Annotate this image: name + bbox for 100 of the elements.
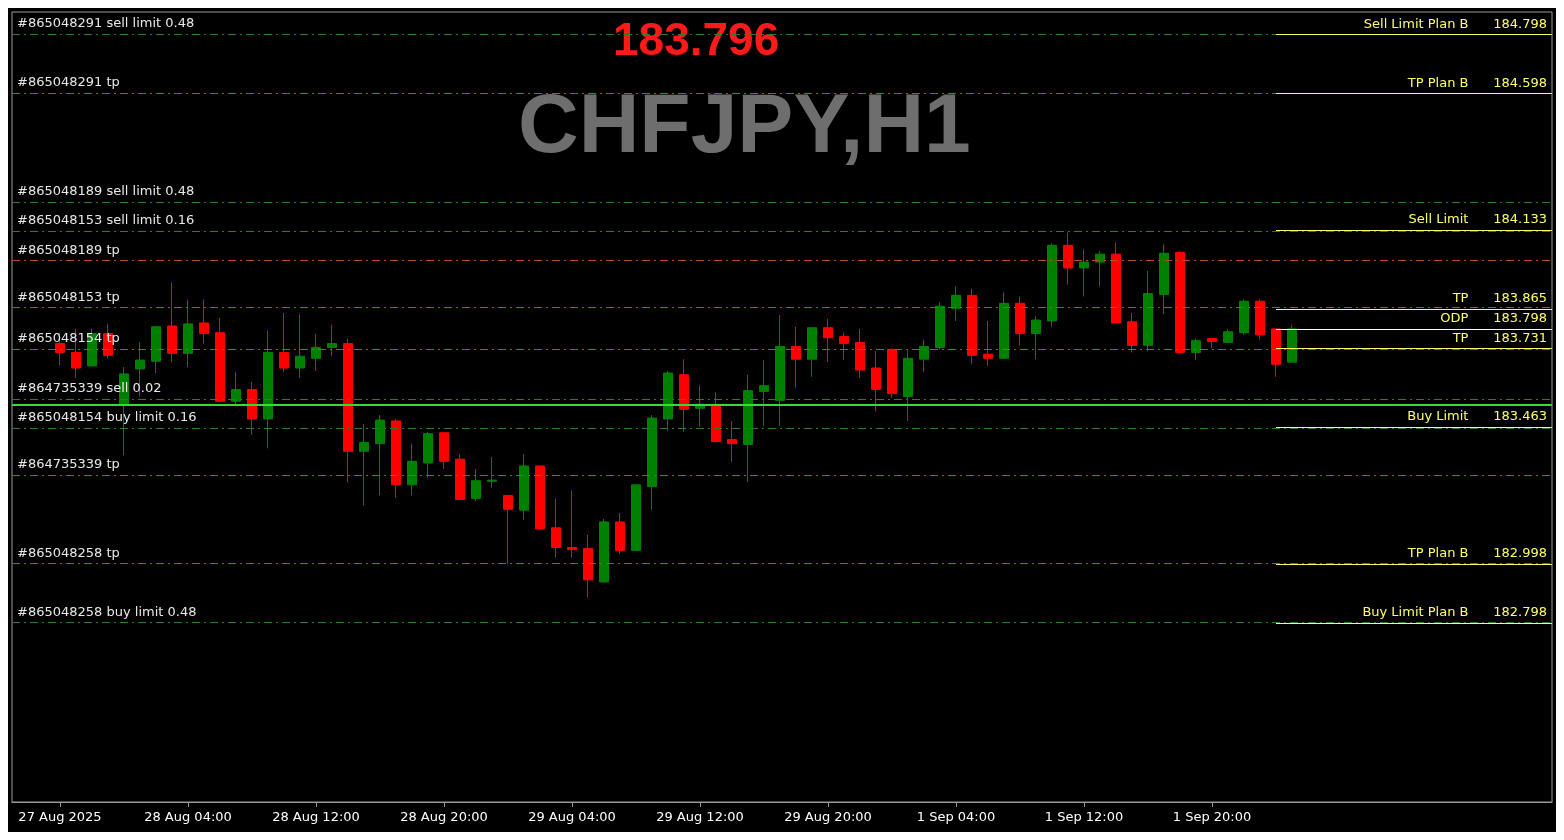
candlestick [327, 324, 337, 357]
candlestick [231, 371, 241, 407]
candlestick [615, 512, 625, 555]
candlestick [1255, 298, 1265, 340]
ref-line-label: Buy Limit Plan B 182.798 [1362, 604, 1547, 620]
candlestick [1239, 298, 1249, 336]
ref-line-label: #865048153 tp [17, 288, 120, 304]
candlestick [535, 465, 545, 531]
candlestick [311, 333, 321, 372]
candlestick [647, 414, 657, 511]
candlestick [1159, 243, 1169, 315]
candlestick [1207, 338, 1217, 349]
candlestick [519, 453, 529, 521]
candlestick [919, 338, 929, 373]
candlestick [1111, 241, 1121, 324]
ref-line-label: #865048291 sell limit 0.48 [17, 15, 195, 31]
candlestick [551, 497, 561, 558]
x-tick-label: 1 Sep 04:00 [916, 809, 996, 824]
candlestick [1143, 270, 1153, 352]
candlestick [1175, 250, 1185, 354]
ref-line-label: #865048189 tp [17, 241, 120, 257]
candlestick [439, 431, 449, 470]
candlestick [1063, 232, 1073, 286]
x-tick-label: 29 Aug 12:00 [656, 809, 744, 824]
candlestick [1015, 296, 1025, 346]
candlestick [775, 314, 785, 427]
candlestick [791, 326, 801, 389]
candlestick [391, 418, 401, 498]
candlestick [743, 374, 753, 483]
ref-line-label: Sell Limit Plan B 184.798 [1363, 15, 1547, 31]
x-tick-label: 28 Aug 04:00 [144, 809, 232, 824]
candlestick [967, 288, 977, 365]
ref-line-label: Sell Limit 184.133 [1408, 211, 1547, 227]
ref-line-label: TP 183.865 [1451, 290, 1547, 306]
ref-line-label: #865048154 buy limit 0.16 [17, 409, 197, 425]
ref-line-label: Buy Limit 183.463 [1407, 408, 1547, 424]
ref-line-label: #865048258 tp [17, 544, 120, 560]
candlestick [503, 494, 513, 565]
candlestick [887, 347, 897, 398]
candlestick [455, 453, 465, 501]
candlestick [151, 325, 161, 374]
ref-line-label: ODP 183.798 [1440, 309, 1547, 325]
candlestick [295, 313, 305, 379]
ref-line-label: #865048258 buy limit 0.48 [17, 603, 197, 619]
candlestick [823, 318, 833, 363]
candlestick [199, 298, 209, 345]
x-tick-label: 28 Aug 20:00 [400, 809, 488, 824]
candlestick [423, 431, 433, 479]
candlestick [407, 443, 417, 496]
candlestick [263, 330, 273, 449]
candlestick [1191, 338, 1201, 361]
candlestick [983, 320, 993, 367]
x-tick-label: 1 Sep 12:00 [1044, 809, 1124, 824]
candlestick [1095, 250, 1105, 288]
x-tick-label: 1 Sep 20:00 [1172, 809, 1252, 824]
candlestick [855, 328, 865, 379]
candlestick [1223, 328, 1233, 343]
candlestick [471, 468, 481, 502]
candlestick [583, 534, 593, 599]
candlestick [1047, 243, 1057, 328]
ref-line-label: #865048153 sell limit 0.16 [17, 212, 195, 228]
candlestick [279, 312, 289, 373]
candlestick [871, 350, 881, 412]
x-tick-label: 29 Aug 20:00 [784, 809, 872, 824]
ref-line-label: #864735339 sell 0.02 [17, 379, 162, 395]
candlestick [1127, 312, 1137, 353]
annotation: 183.796 [613, 13, 780, 65]
candlestick [1287, 324, 1297, 363]
candlestick [167, 282, 177, 363]
candlestick [247, 381, 257, 436]
x-tick-label: 28 Aug 12:00 [272, 809, 360, 824]
candlestick [375, 414, 385, 496]
candlestick [999, 291, 1009, 360]
candlestick [343, 338, 353, 484]
candlestick [1271, 328, 1281, 378]
candlestick [599, 518, 609, 584]
ref-line-label: TP 183.731 [1451, 329, 1547, 345]
candlestick [951, 286, 961, 322]
candlestick [215, 317, 225, 402]
candlestick [935, 301, 945, 350]
candlestick [759, 359, 769, 427]
candlestick [663, 370, 673, 432]
text: CHFJPY,H1 [518, 76, 971, 170]
ref-line-label: #865048291 tp [17, 73, 120, 89]
candlestick [631, 484, 641, 551]
candlestick [807, 327, 817, 378]
ref-line-label: TP Plan B 184.598 [1406, 74, 1547, 90]
candlestick [903, 349, 913, 422]
ref-line-label: #865048189 sell limit 0.48 [17, 182, 195, 198]
x-tick-label: 29 Aug 04:00 [528, 809, 616, 824]
candlestick [727, 420, 737, 463]
candlestick [487, 456, 497, 489]
ref-line-label: #864735339 tp [17, 456, 120, 472]
x-tick-label: 27 Aug 2025 [18, 809, 102, 824]
candlestick [183, 298, 193, 368]
candlestick [1031, 315, 1041, 360]
candlestick [711, 391, 721, 443]
candlestick [359, 423, 369, 506]
candlestick [1079, 248, 1089, 298]
candlestick [679, 358, 689, 433]
